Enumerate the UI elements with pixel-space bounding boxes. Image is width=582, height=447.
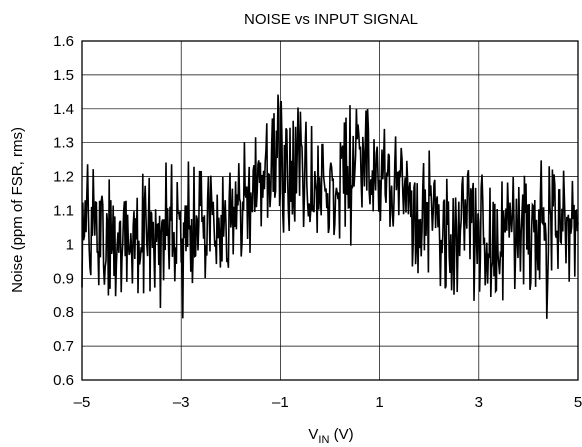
chart-title: NOISE vs INPUT SIGNAL [244, 11, 418, 28]
y-axis-label: Noise (ppm of FSR, rms) [9, 127, 26, 293]
y-tick-labels: 0.6 0.7 0.8 0.9 1 1.1 1.2 1.3 1.4 1.5 1.6 [53, 33, 74, 389]
x-tick-label: 1 [375, 394, 383, 411]
plot-area-frame [81, 40, 579, 381]
y-tick-label: 1.4 [53, 101, 74, 118]
x-tick-label: 3 [475, 394, 483, 411]
x-axis-label: VIN (V) [308, 426, 353, 446]
noise-trace [81, 94, 579, 319]
x-tick-labels: –5 –3 –1 1 3 5 [74, 394, 582, 411]
y-tick-label: 1.1 [53, 203, 74, 220]
x-tick-label: 5 [574, 394, 582, 411]
x-tick-label: –1 [272, 394, 289, 411]
y-tick-label: 1 [66, 236, 74, 253]
x-axis-label-unit: (V) [329, 426, 353, 443]
noise-series [81, 94, 579, 319]
y-tick-label: 0.8 [53, 304, 74, 321]
y-tick-label: 1.5 [53, 67, 74, 84]
y-tick-label: 1.3 [53, 135, 74, 152]
y-tick-label: 0.7 [53, 338, 74, 355]
y-tick-label: 1.2 [53, 169, 74, 186]
x-axis-label-main: V [308, 426, 318, 443]
x-tick-label: –3 [173, 394, 190, 411]
y-tick-label: 0.9 [53, 270, 74, 287]
y-tick-label: 1.6 [53, 33, 74, 50]
x-axis-label-subscript: IN [318, 434, 329, 446]
x-tick-label: –5 [74, 394, 91, 411]
y-tick-label: 0.6 [53, 372, 74, 389]
